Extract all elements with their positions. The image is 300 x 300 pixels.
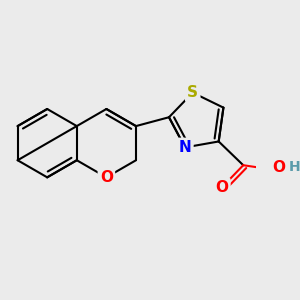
Text: O: O bbox=[100, 170, 113, 185]
Text: O: O bbox=[215, 180, 228, 195]
Text: O: O bbox=[273, 160, 286, 175]
Text: N: N bbox=[179, 140, 191, 155]
Text: H: H bbox=[289, 160, 300, 174]
Text: S: S bbox=[187, 85, 198, 100]
